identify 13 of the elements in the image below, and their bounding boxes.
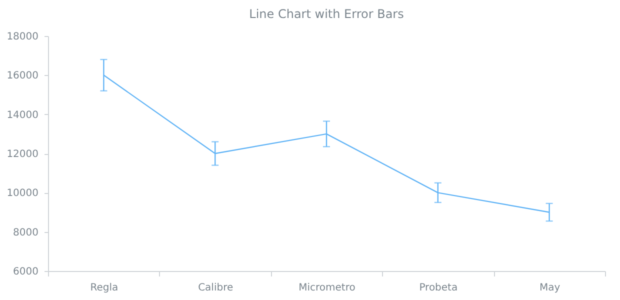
x-tick-label: May xyxy=(539,282,560,294)
y-tick-label: 6000 xyxy=(13,266,38,278)
y-tick-label: 12000 xyxy=(6,149,38,160)
chart-title: Line Chart with Error Bars xyxy=(249,7,404,21)
x-tick-label: Probeta xyxy=(419,282,458,294)
x-tick-label: Regla xyxy=(90,282,118,294)
x-tick-label: Calibre xyxy=(198,282,234,294)
y-tick-label: 18000 xyxy=(6,32,38,42)
y-tick-label: 8000 xyxy=(13,227,38,238)
x-tick-label: Micrometro xyxy=(298,282,356,294)
y-tick-label: 14000 xyxy=(6,110,38,121)
y-tick-label: 10000 xyxy=(6,188,38,200)
y-tick-label: 16000 xyxy=(6,70,38,82)
